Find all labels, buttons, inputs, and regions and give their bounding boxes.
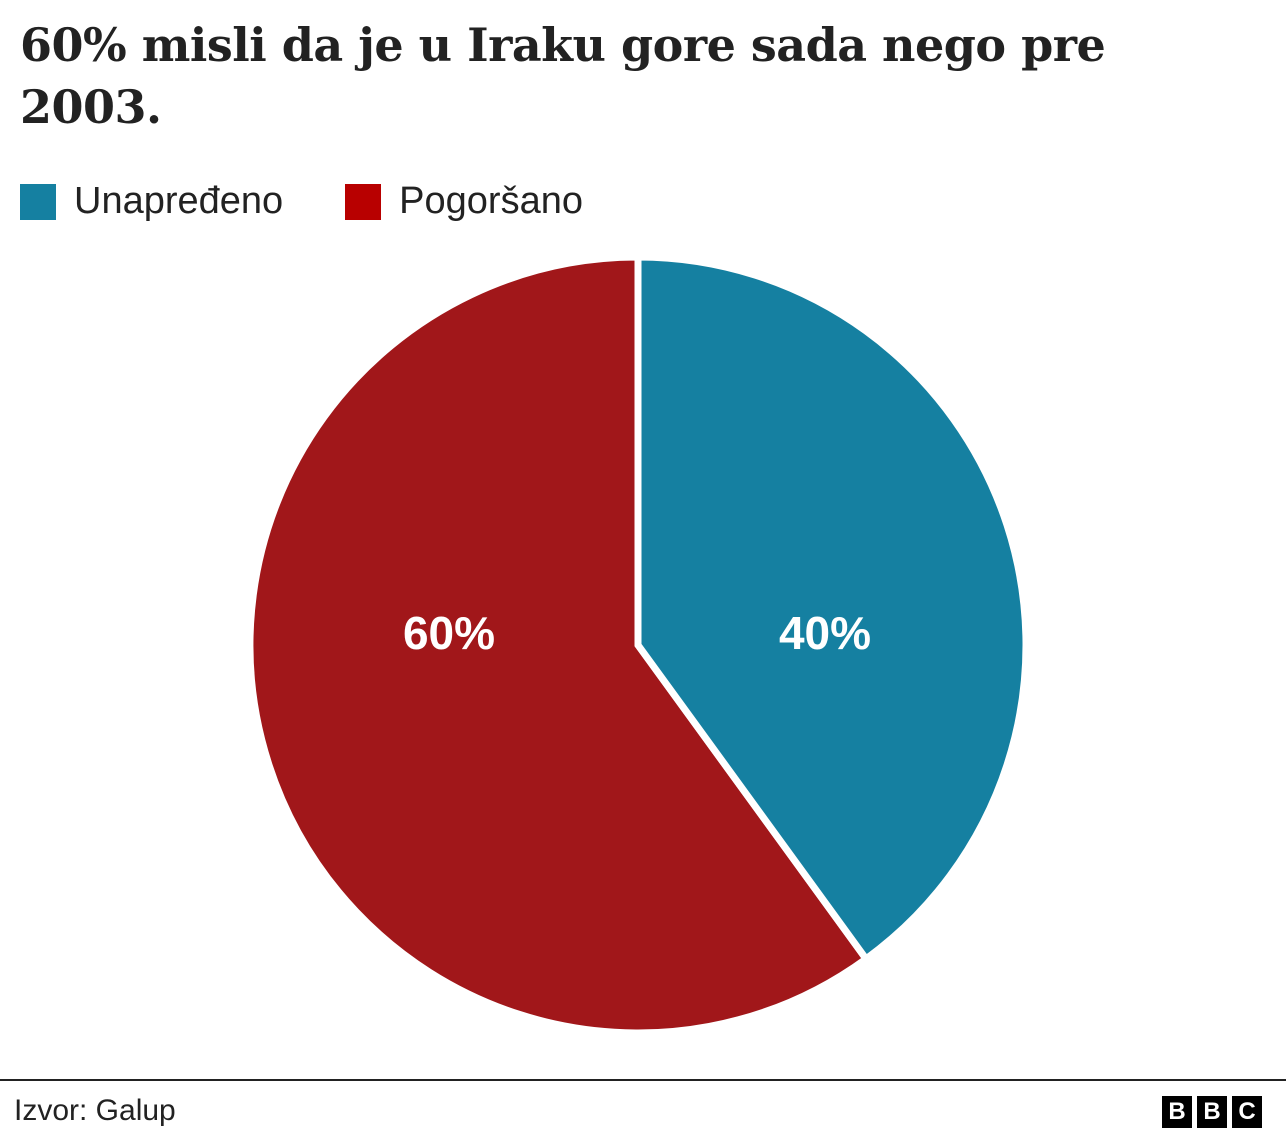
legend-item-unapredeno: Unapređeno <box>20 180 283 223</box>
footer-divider <box>0 1079 1286 1081</box>
legend-label: Unapređeno <box>74 180 284 222</box>
bbc-logo: B B C <box>1157 1096 1262 1128</box>
slice-label-unapredeno: 40% <box>779 607 871 659</box>
legend-label: Pogoršano <box>399 180 583 222</box>
legend-swatch-pogorsano <box>345 183 382 220</box>
legend-item-pogorsano: Pogoršano <box>345 180 583 223</box>
slice-label-pogorsano: 60% <box>403 607 495 659</box>
logo-letter: B <box>1197 1096 1227 1128</box>
legend: Unapređeno Pogoršano <box>20 180 645 223</box>
logo-letter: B <box>1162 1096 1192 1128</box>
legend-swatch-unapredeno <box>20 183 56 220</box>
source-text: Izvor: Galup <box>14 1094 176 1127</box>
logo-letter: C <box>1232 1096 1262 1128</box>
pie-slice-unapredeno <box>634 253 1030 964</box>
pie-slice-pogorsano <box>246 253 871 1037</box>
pie-chart: 40% 60% <box>246 253 1030 1037</box>
chart-title: 60% misli da je u Iraku gore sada nego p… <box>20 18 1106 134</box>
